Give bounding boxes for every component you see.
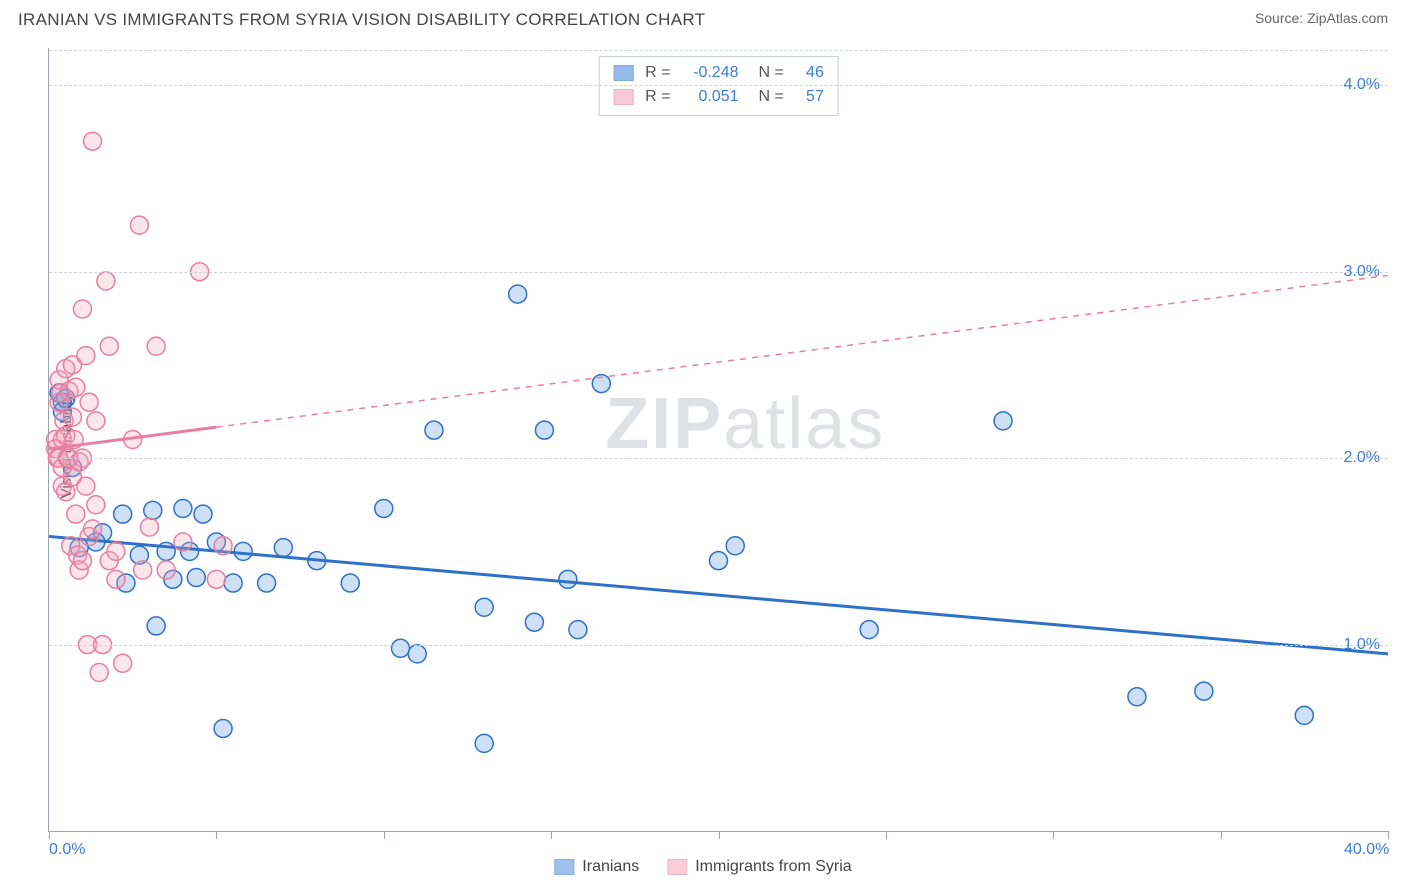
gridline bbox=[49, 85, 1388, 86]
scatter-point bbox=[408, 645, 426, 663]
x-tick bbox=[719, 831, 720, 839]
scatter-point bbox=[77, 347, 95, 365]
scatter-point bbox=[341, 574, 359, 592]
scatter-point bbox=[207, 570, 225, 588]
y-tick-label: 4.0% bbox=[1344, 76, 1380, 94]
scatter-point bbox=[224, 574, 242, 592]
scatter-point bbox=[67, 378, 85, 396]
scatter-point bbox=[475, 734, 493, 752]
scatter-point bbox=[214, 537, 232, 555]
scatter-point bbox=[107, 570, 125, 588]
y-tick-label: 3.0% bbox=[1344, 263, 1380, 281]
scatter-point bbox=[375, 499, 393, 517]
legend-swatch bbox=[554, 859, 574, 875]
y-tick-label: 2.0% bbox=[1344, 449, 1380, 467]
scatter-point bbox=[994, 412, 1012, 430]
legend-item: Immigrants from Syria bbox=[667, 858, 851, 876]
y-tick-label: 1.0% bbox=[1344, 636, 1380, 654]
legend-label: Immigrants from Syria bbox=[695, 858, 851, 876]
scatter-point bbox=[710, 552, 728, 570]
scatter-point bbox=[475, 598, 493, 616]
x-tick-label: 0.0% bbox=[49, 841, 85, 859]
scatter-point bbox=[194, 505, 212, 523]
scatter-point bbox=[234, 542, 252, 560]
scatter-point bbox=[425, 421, 443, 439]
scatter-point bbox=[258, 574, 276, 592]
scatter-point bbox=[391, 639, 409, 657]
x-tick bbox=[1053, 831, 1054, 839]
scatter-point bbox=[114, 654, 132, 672]
scatter-point bbox=[147, 617, 165, 635]
scatter-point bbox=[87, 496, 105, 514]
legend-item: Iranians bbox=[554, 858, 639, 876]
scatter-point bbox=[67, 505, 85, 523]
scatter-svg bbox=[49, 48, 1388, 831]
legend-label: Iranians bbox=[582, 858, 639, 876]
legend: Iranians Immigrants from Syria bbox=[554, 858, 851, 876]
chart-plot-area: ZIPatlas R =-0.248N =46R =0.051N =57 1.0… bbox=[48, 48, 1388, 832]
scatter-point bbox=[140, 518, 158, 536]
scatter-point bbox=[73, 552, 91, 570]
scatter-point bbox=[97, 272, 115, 290]
scatter-point bbox=[860, 621, 878, 639]
scatter-point bbox=[134, 561, 152, 579]
x-tick bbox=[886, 831, 887, 839]
chart-title: IRANIAN VS IMMIGRANTS FROM SYRIA VISION … bbox=[18, 10, 705, 30]
scatter-point bbox=[80, 393, 98, 411]
scatter-point bbox=[90, 664, 108, 682]
scatter-point bbox=[73, 300, 91, 318]
scatter-point bbox=[130, 216, 148, 234]
source-attribution: Source: ZipAtlas.com bbox=[1255, 10, 1388, 26]
x-tick bbox=[49, 831, 50, 839]
scatter-point bbox=[1195, 682, 1213, 700]
scatter-point bbox=[509, 285, 527, 303]
x-tick bbox=[216, 831, 217, 839]
scatter-point bbox=[157, 561, 175, 579]
scatter-point bbox=[1295, 706, 1313, 724]
x-tick bbox=[384, 831, 385, 839]
scatter-point bbox=[63, 408, 81, 426]
scatter-point bbox=[174, 499, 192, 517]
legend-swatch bbox=[667, 859, 687, 875]
scatter-point bbox=[84, 132, 102, 150]
scatter-point bbox=[274, 539, 292, 557]
scatter-point bbox=[1128, 688, 1146, 706]
scatter-point bbox=[569, 621, 587, 639]
scatter-point bbox=[100, 337, 118, 355]
scatter-point bbox=[535, 421, 553, 439]
scatter-point bbox=[726, 537, 744, 555]
gridline bbox=[49, 272, 1388, 273]
gridline bbox=[49, 645, 1388, 646]
scatter-point bbox=[559, 570, 577, 588]
x-tick bbox=[1388, 831, 1389, 839]
scatter-point bbox=[525, 613, 543, 631]
scatter-point bbox=[77, 477, 95, 495]
scatter-point bbox=[214, 719, 232, 737]
gridline bbox=[49, 50, 1388, 51]
x-tick-label: 40.0% bbox=[1344, 841, 1389, 859]
x-tick bbox=[551, 831, 552, 839]
scatter-point bbox=[187, 568, 205, 586]
x-tick bbox=[1221, 831, 1222, 839]
trend-line-dashed bbox=[216, 275, 1388, 427]
scatter-point bbox=[107, 542, 125, 560]
gridline bbox=[49, 458, 1388, 459]
scatter-point bbox=[87, 412, 105, 430]
scatter-point bbox=[147, 337, 165, 355]
scatter-point bbox=[144, 501, 162, 519]
scatter-point bbox=[114, 505, 132, 523]
scatter-point bbox=[174, 533, 192, 551]
scatter-point bbox=[84, 520, 102, 538]
